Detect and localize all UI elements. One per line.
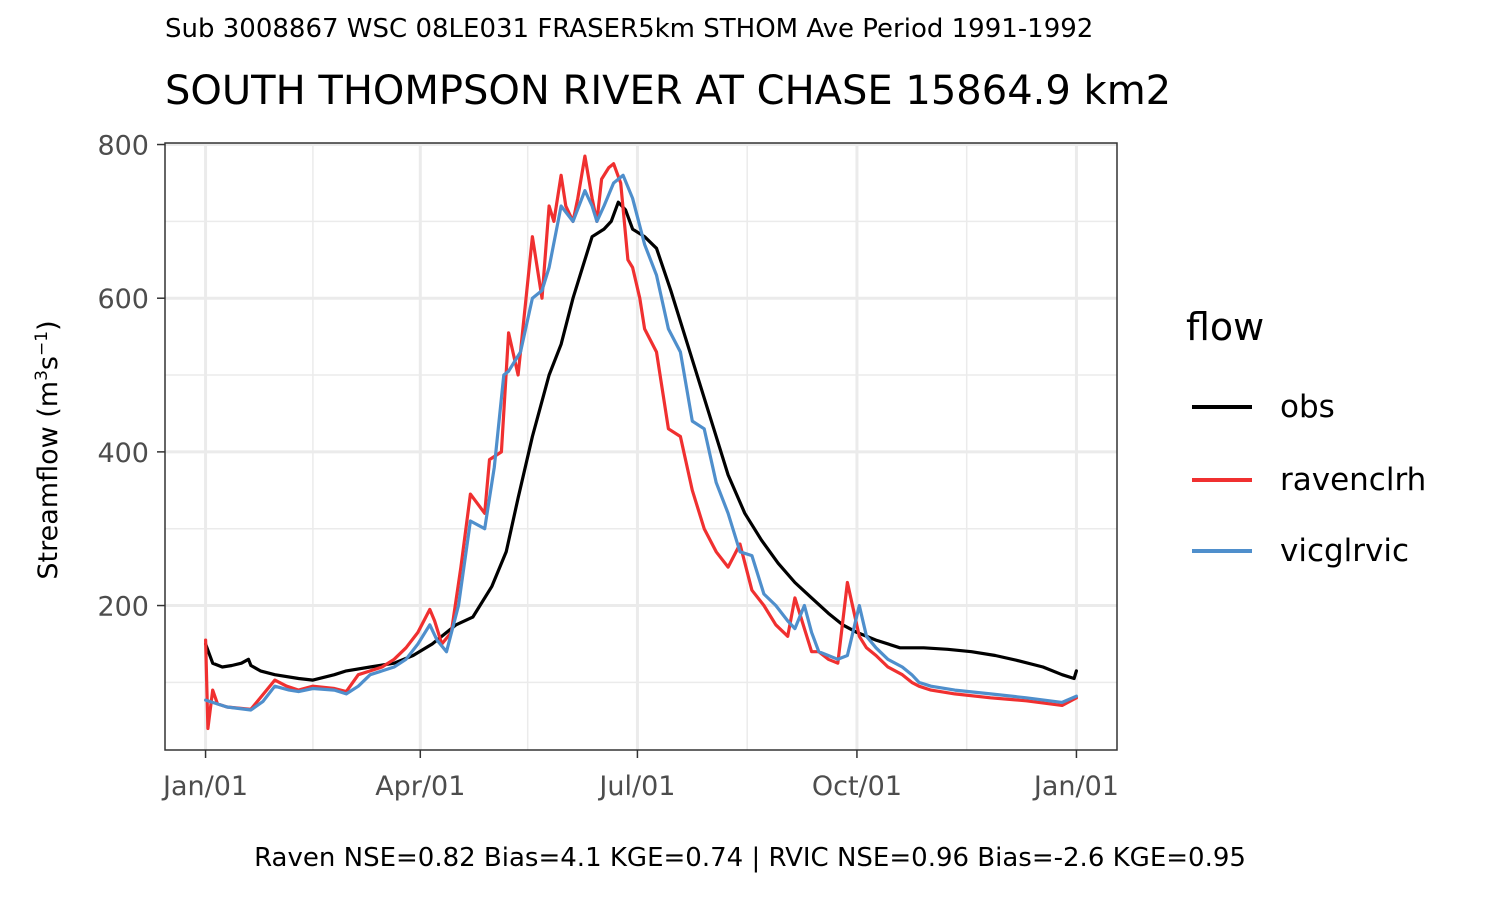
legend-swatch-ravenclrh (1192, 478, 1252, 482)
x-tick-label: Jul/01 (597, 771, 675, 802)
series-line-vicglrvic (204, 173, 1079, 712)
y-tick-label: 200 (97, 592, 149, 623)
chart-subtitle: Sub 3008867 WSC 08LE031 FRASER5km STHOM … (165, 14, 1094, 44)
minor-gridlines (165, 143, 1117, 750)
legend-label-obs: obs (1280, 389, 1335, 425)
x-tick-label: Jan/01 (1032, 771, 1119, 802)
series-layer (204, 154, 1079, 731)
legend-item-vicglrvic: vicglrvic (1192, 531, 1409, 571)
series-line-ravenclrh (204, 154, 1079, 731)
legend-item-ravenclrh: ravenclrh (1192, 460, 1426, 500)
y-tick-label: 400 (97, 438, 149, 469)
panel-border (164, 142, 1118, 751)
legend-label-ravenclrh: ravenclrh (1280, 462, 1427, 498)
y-tick-label: 800 (97, 131, 149, 162)
series-line-obs (204, 200, 1079, 682)
legend-item-obs: obs (1192, 387, 1335, 427)
x-tick-label: Apr/01 (375, 771, 465, 802)
metrics-caption: Raven NSE=0.82 Bias=4.1 KGE=0.74 | RVIC … (254, 843, 1246, 873)
legend-label-vicglrvic: vicglrvic (1280, 533, 1410, 569)
legend-swatch-obs (1192, 405, 1252, 409)
x-tick-label: Oct/01 (812, 771, 902, 802)
y-tick-label: 600 (97, 284, 149, 315)
legend-title: flow (1186, 305, 1265, 349)
x-tick-label: Jan/01 (161, 771, 248, 802)
axis-ticks (157, 143, 1078, 758)
legend-swatch-vicglrvic (1192, 549, 1252, 553)
chart-title: SOUTH THOMPSON RIVER AT CHASE 15864.9 km… (165, 68, 1172, 114)
tick-labels: Jan/01 Apr/01 Jul/01 Oct/01 Jan/01 200 400 600 8… (97, 131, 1119, 802)
